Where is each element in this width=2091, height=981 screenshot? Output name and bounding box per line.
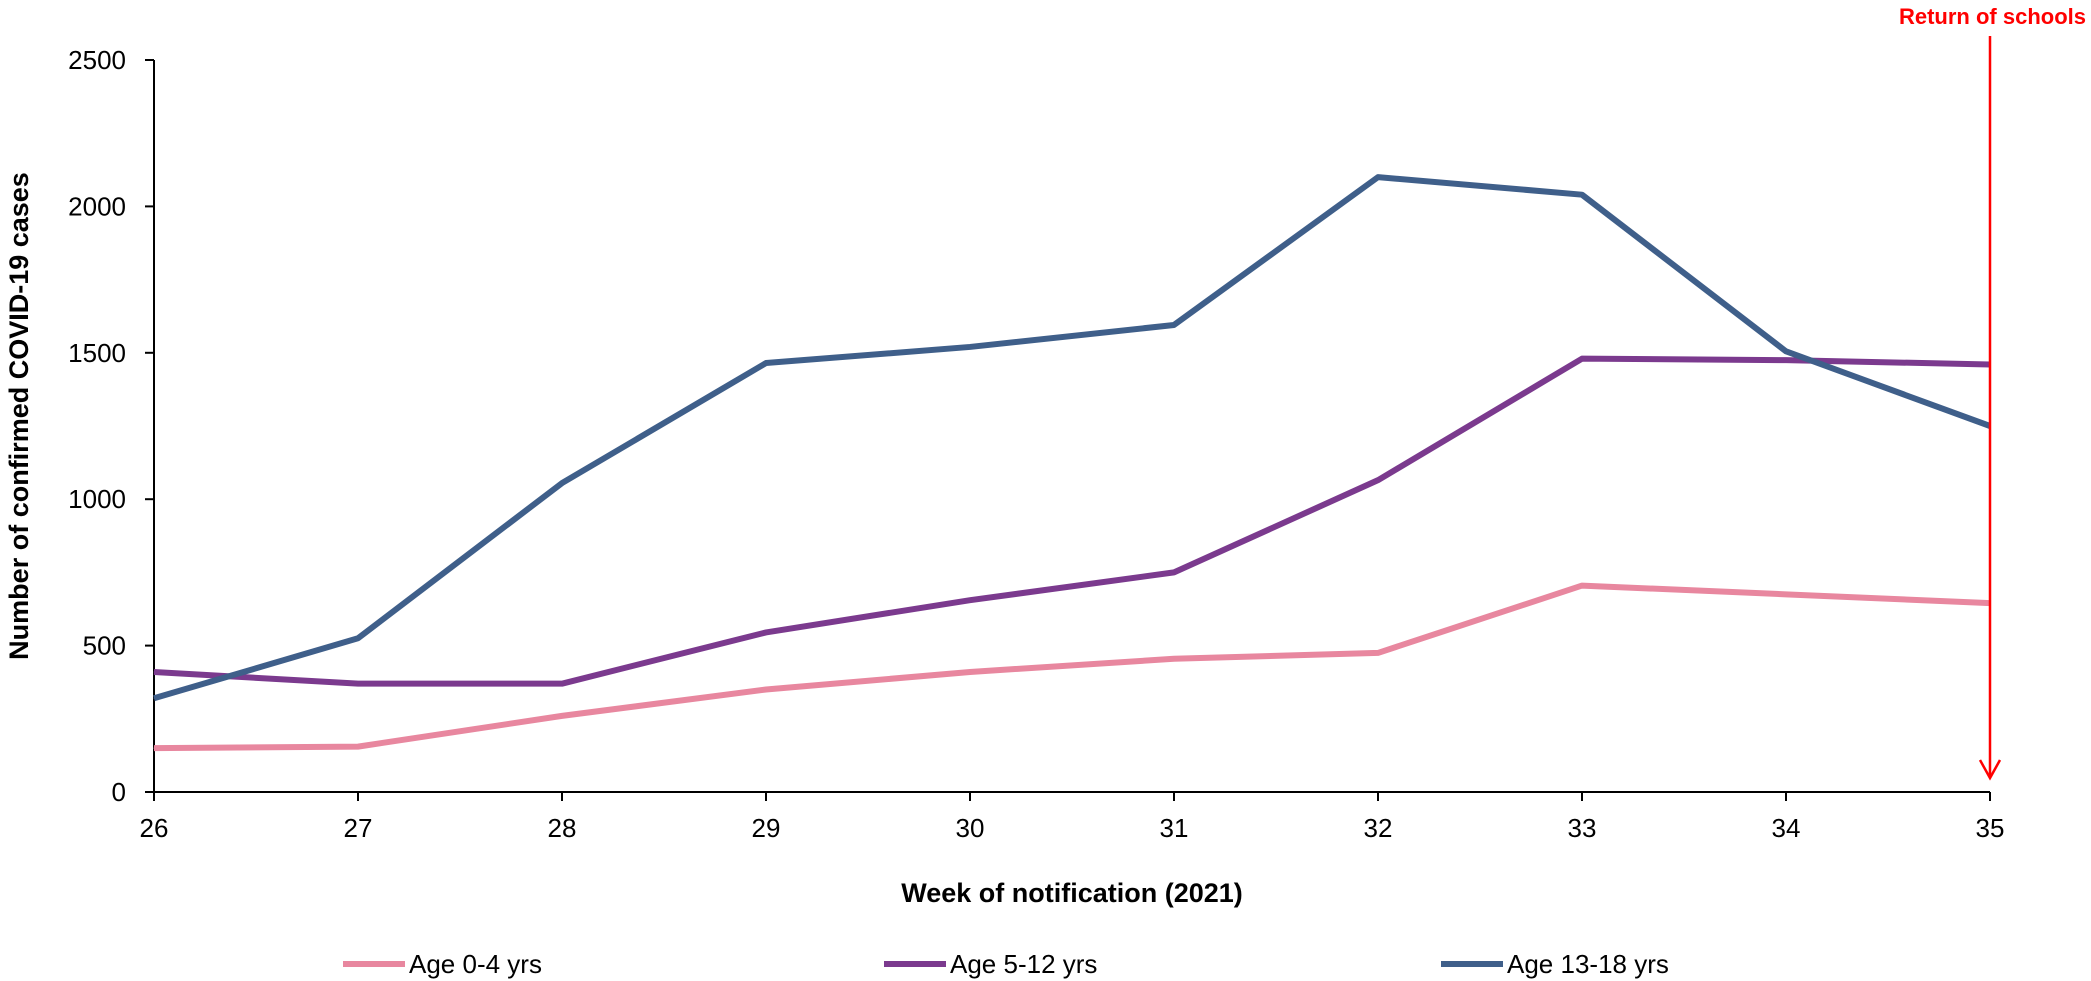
data-point bbox=[1377, 652, 1379, 654]
data-point bbox=[765, 689, 767, 691]
x-tick-label: 30 bbox=[956, 813, 985, 843]
x-tick-label: 33 bbox=[1568, 813, 1597, 843]
y-tick-label: 2000 bbox=[68, 191, 126, 221]
y-tick-label: 2500 bbox=[68, 45, 126, 75]
data-point bbox=[561, 683, 563, 685]
data-point bbox=[1581, 358, 1583, 360]
data-point bbox=[561, 482, 563, 484]
series-layer bbox=[153, 174, 1992, 752]
x-tick-label: 29 bbox=[752, 813, 781, 843]
data-point bbox=[561, 715, 563, 717]
x-tick-label: 26 bbox=[140, 813, 169, 843]
axes-layer: 0 500 1000 1500 2000 2500 26 27 28 29 30 31 32 33 34 35… bbox=[4, 45, 2004, 908]
data-point bbox=[1785, 593, 1787, 595]
y-tick-label: 1500 bbox=[68, 338, 126, 368]
x-tick-label: 35 bbox=[1976, 813, 2005, 843]
data-point bbox=[1785, 359, 1787, 361]
x-tick-label: 28 bbox=[548, 813, 577, 843]
data-point bbox=[153, 747, 155, 749]
data-point bbox=[1377, 479, 1379, 481]
y-axis-title: Number of confirmed COVID-19 cases bbox=[4, 172, 34, 660]
legend-label-1: Age 5-12 yrs bbox=[950, 949, 1097, 979]
data-point bbox=[969, 671, 971, 673]
data-point bbox=[765, 631, 767, 633]
y-tick-label: 1000 bbox=[68, 484, 126, 514]
data-point bbox=[1173, 571, 1175, 573]
data-point bbox=[1581, 585, 1583, 587]
annotation-layer: Return of schools bbox=[1899, 4, 2086, 781]
y-tick-label: 0 bbox=[112, 777, 126, 807]
data-point bbox=[357, 637, 359, 639]
data-point bbox=[969, 346, 971, 348]
data-point bbox=[765, 362, 767, 364]
series-line-0 bbox=[153, 582, 1991, 752]
x-tick-label: 27 bbox=[344, 813, 373, 843]
data-point bbox=[153, 671, 155, 673]
data-point bbox=[1581, 194, 1583, 196]
data-point bbox=[969, 599, 971, 601]
annotation-arrow-head bbox=[1978, 759, 2002, 781]
legend-label-0: Age 0-4 yrs bbox=[409, 949, 542, 979]
data-point bbox=[357, 683, 359, 685]
y-tick-label: 500 bbox=[83, 631, 126, 661]
data-point bbox=[153, 697, 155, 699]
x-axis-title: Week of notification (2021) bbox=[901, 878, 1243, 908]
legend-label-2: Age 13-18 yrs bbox=[1507, 949, 1669, 979]
series-line-2 bbox=[153, 174, 1992, 702]
data-point bbox=[1173, 324, 1175, 326]
x-tick-label: 34 bbox=[1772, 813, 1801, 843]
x-tick-label: 31 bbox=[1160, 813, 1189, 843]
data-point bbox=[1377, 176, 1379, 178]
series-line-1 bbox=[153, 355, 1991, 687]
x-tick-label: 32 bbox=[1364, 813, 1393, 843]
legend: Age 0-4 yrs Age 5-12 yrs Age 13-18 yrs bbox=[343, 949, 1669, 979]
data-point bbox=[1785, 350, 1787, 352]
data-point bbox=[1173, 658, 1175, 660]
data-point bbox=[357, 746, 359, 748]
annotation-label: Return of schools bbox=[1899, 4, 2086, 29]
